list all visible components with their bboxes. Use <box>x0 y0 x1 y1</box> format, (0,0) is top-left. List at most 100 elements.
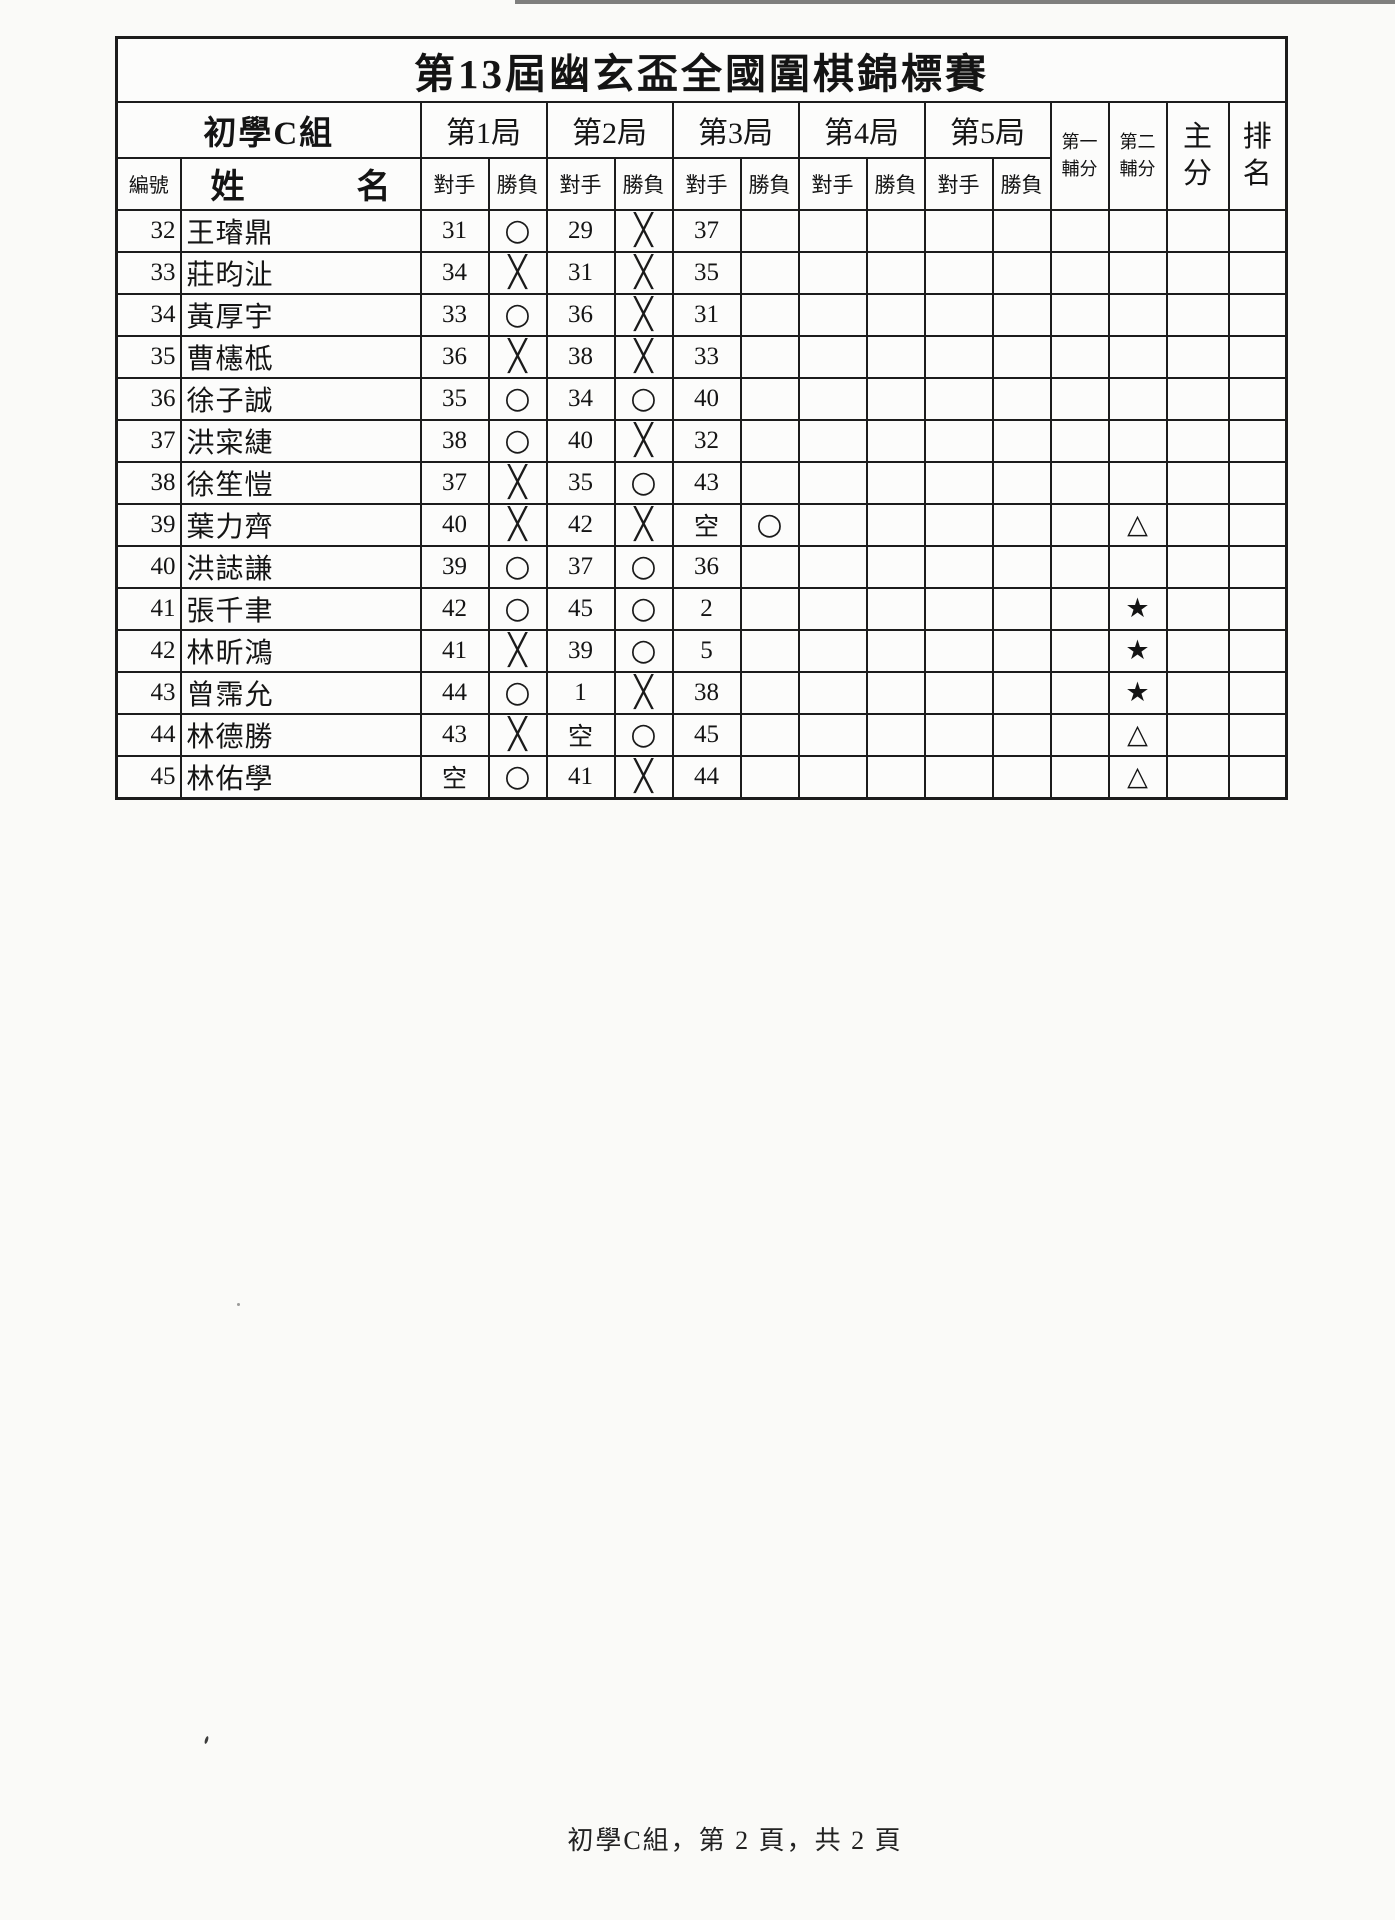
player-name: 張千聿 <box>179 586 422 631</box>
rank-value <box>1227 418 1288 463</box>
round-4-opponent <box>797 586 868 631</box>
round-4-opponent <box>797 418 868 463</box>
player-number: 36 <box>115 376 182 421</box>
rank-value <box>1227 460 1288 505</box>
main-score-header: 主分 <box>1165 100 1230 211</box>
number-header: 編號 <box>115 156 182 211</box>
tiebreak2-value: ★ <box>1107 586 1168 631</box>
round-5-opponent <box>923 250 994 295</box>
round-4-opponent <box>797 292 868 337</box>
round-3-header: 第3局 <box>671 100 800 159</box>
player-name: 曾霈允 <box>179 670 422 715</box>
scan-speck <box>237 1303 240 1306</box>
player-name: 徐笙愷 <box>179 460 422 505</box>
tiebreak1-value <box>1049 628 1110 673</box>
round-5-opponent <box>923 712 994 757</box>
round-2-opponent: 36 <box>545 292 616 337</box>
round-4-result <box>865 292 926 337</box>
round-2-result: ╳ <box>613 208 674 253</box>
round-5-result <box>991 460 1052 505</box>
round-2-opponent-header: 對手 <box>545 156 616 211</box>
tiebreak2-line2: 輔分 <box>1119 158 1156 179</box>
main-score-value <box>1165 544 1230 589</box>
round-4-result <box>865 502 926 547</box>
player-row: 42 林昕鴻 41 ╳ 39 ○ 5 ★ <box>115 628 1288 673</box>
round-5-opponent <box>923 586 994 631</box>
round-1-result: ╳ <box>487 502 548 547</box>
round-2-opponent: 41 <box>545 754 616 799</box>
round-4-result <box>865 208 926 253</box>
player-number: 35 <box>115 334 182 379</box>
round-4-opponent <box>797 712 868 757</box>
tiebreak1-value <box>1049 754 1110 799</box>
round-5-result <box>991 712 1052 757</box>
rank-header: 排名 <box>1227 100 1288 211</box>
round-2-opponent: 42 <box>545 502 616 547</box>
round-1-opponent: 34 <box>419 250 490 295</box>
main-score-line2: 分 <box>1182 157 1212 190</box>
tiebreak2-value: ★ <box>1107 628 1168 673</box>
player-name: 莊昀沚 <box>179 250 422 295</box>
round-3-opponent: 5 <box>671 628 742 673</box>
rank-value <box>1227 670 1288 715</box>
tournament-result-table: 第13屆幽玄盃全國圍棋錦標賽 初學C組 第1局 第2局 第3局 第4局 第5局 … <box>115 36 1288 800</box>
player-row: 37 洪寀緁 38 ○ 40 ╳ 32 <box>115 418 1288 463</box>
round-5-result <box>991 544 1052 589</box>
round-3-result: ○ <box>739 502 800 547</box>
round-4-result <box>865 670 926 715</box>
round-3-opponent: 36 <box>671 544 742 589</box>
round-3-opponent-header: 對手 <box>671 156 742 211</box>
main-score-value <box>1165 670 1230 715</box>
round-5-opponent <box>923 334 994 379</box>
round-5-opponent <box>923 544 994 589</box>
main-score-value <box>1165 460 1230 505</box>
main-score-value <box>1165 418 1230 463</box>
player-number: 44 <box>115 712 182 757</box>
round-2-result: ╳ <box>613 334 674 379</box>
tiebreak1-line2: 輔分 <box>1061 158 1098 179</box>
round-1-result: ○ <box>487 376 548 421</box>
player-name: 徐子誠 <box>179 376 422 421</box>
main-score-value <box>1165 712 1230 757</box>
round-3-opponent: 43 <box>671 460 742 505</box>
round-1-result: ╳ <box>487 628 548 673</box>
round-2-opponent: 39 <box>545 628 616 673</box>
round-1-opponent: 38 <box>419 418 490 463</box>
tiebreak1-value <box>1049 502 1110 547</box>
round-2-opponent: 40 <box>545 418 616 463</box>
player-number: 39 <box>115 502 182 547</box>
rank-value <box>1227 544 1288 589</box>
round-4-opponent-header: 對手 <box>797 156 868 211</box>
main-score-value <box>1165 334 1230 379</box>
round-3-opponent: 35 <box>671 250 742 295</box>
round-2-opponent: 34 <box>545 376 616 421</box>
player-number: 41 <box>115 586 182 631</box>
round-2-result: ╳ <box>613 418 674 463</box>
tiebreak2-value <box>1107 418 1168 463</box>
round-5-result <box>991 250 1052 295</box>
round-2-result: ○ <box>613 460 674 505</box>
round-4-opponent <box>797 502 868 547</box>
round-4-result <box>865 712 926 757</box>
round-1-result: ○ <box>487 544 548 589</box>
player-number: 32 <box>115 208 182 253</box>
round-5-result <box>991 292 1052 337</box>
round-3-opponent: 32 <box>671 418 742 463</box>
round-3-result <box>739 418 800 463</box>
round-5-result-header: 勝負 <box>991 156 1052 211</box>
tiebreak1-value <box>1049 334 1110 379</box>
round-2-header: 第2局 <box>545 100 674 159</box>
round-4-result <box>865 754 926 799</box>
round-2-opponent: 空 <box>545 712 616 757</box>
tiebreak2-line1: 第二 <box>1119 132 1156 153</box>
round-4-result-header: 勝負 <box>865 156 926 211</box>
rank-line1: 排 <box>1242 121 1272 154</box>
round-1-opponent-header: 對手 <box>419 156 490 211</box>
player-number: 45 <box>115 754 182 799</box>
player-row: 35 曹櫶柢 36 ╳ 38 ╳ 33 <box>115 334 1288 379</box>
round-1-header: 第1局 <box>419 100 548 159</box>
tiebreak1-line1: 第一 <box>1061 132 1098 153</box>
tournament-title: 第13屆幽玄盃全國圍棋錦標賽 <box>115 36 1288 103</box>
round-4-opponent <box>797 754 868 799</box>
round-3-result <box>739 544 800 589</box>
